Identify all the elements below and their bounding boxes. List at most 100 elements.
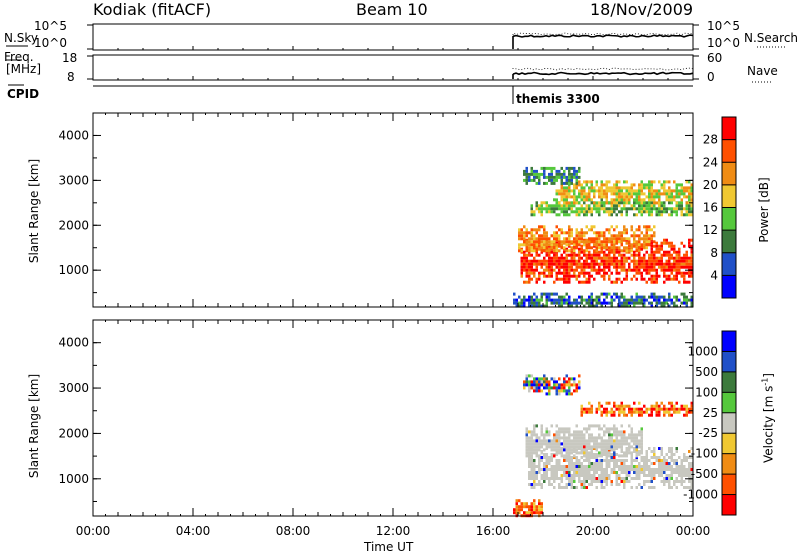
rti-cell [525, 445, 528, 449]
rti-cell [560, 486, 563, 489]
rti-cell [540, 225, 543, 229]
rti-cell [528, 471, 531, 474]
rti-cell [635, 240, 638, 244]
rti-cell [650, 183, 653, 187]
rti-cell [560, 259, 563, 263]
rti-cell [530, 456, 533, 459]
rti-cell [558, 436, 561, 440]
rti-cell [613, 256, 616, 260]
rti-cell [620, 430, 623, 434]
rti-cell [553, 474, 556, 477]
rti-cell [573, 383, 576, 387]
rti-cell [560, 189, 563, 193]
rti-cell [613, 201, 616, 205]
rti-cell [600, 198, 603, 202]
rti-cell [558, 259, 561, 263]
rti-cell [568, 277, 571, 281]
rti-cell [658, 210, 661, 214]
rti-cell [608, 430, 611, 434]
rti-cell [648, 225, 651, 229]
rti-cell [590, 468, 593, 471]
rti-cell [615, 462, 618, 465]
rti-cell [658, 250, 661, 254]
rti-cell [533, 480, 536, 483]
rti-cell [530, 433, 533, 437]
rti-cell [675, 465, 678, 468]
rti-cell [620, 256, 623, 260]
rti-cell [560, 231, 563, 235]
rti-cell [523, 386, 526, 390]
rti-cell [650, 186, 653, 190]
rti-cell [610, 256, 613, 260]
rti-cell [615, 204, 618, 208]
rti-cell [638, 243, 641, 247]
rti-cell [605, 456, 608, 459]
rti-cell [540, 511, 543, 515]
rti-cell [670, 271, 673, 275]
rti-cell [605, 240, 608, 244]
rti-cell [668, 189, 671, 193]
rti-cell [540, 207, 543, 211]
rti-cell [560, 192, 563, 196]
rti-cell [573, 201, 576, 205]
rti-cell [675, 447, 678, 450]
rti-cell [590, 198, 593, 202]
rti-cell [608, 237, 611, 241]
rti-cell [533, 499, 536, 503]
rti-cell [550, 448, 553, 452]
rti-cell [638, 198, 641, 202]
rti-cell [598, 427, 601, 431]
rti-cell [550, 471, 553, 474]
rti-cell [643, 240, 646, 244]
rti-cell [615, 189, 618, 193]
rti-cell [563, 389, 566, 393]
rti-cell [525, 240, 528, 244]
rti-cell [680, 404, 683, 408]
rti-cell [580, 483, 583, 486]
rti-cell [528, 298, 531, 302]
rti-cell [663, 207, 666, 211]
rti-cell [535, 511, 538, 515]
rti-cell [690, 295, 693, 299]
rti-cell [525, 166, 528, 170]
rti-cell [558, 175, 561, 179]
rti-cell [535, 201, 538, 205]
rti-cell [603, 471, 606, 474]
rti-cell [563, 454, 566, 458]
rti-cell [528, 301, 531, 305]
rti-cell [550, 298, 553, 302]
rti-cell [625, 237, 628, 241]
rti-cell [663, 468, 666, 471]
rti-cell [538, 271, 541, 275]
rti-cell [603, 433, 606, 437]
rti-cell [585, 271, 588, 275]
rti-cell [688, 298, 691, 302]
x-tick-label: 08:00 [276, 524, 311, 538]
rti-cell [620, 237, 623, 241]
rti-cell [518, 231, 521, 235]
rti-cell [545, 445, 548, 449]
rti-cell [658, 468, 661, 471]
rti-cell [525, 228, 528, 232]
rti-cell [683, 471, 686, 474]
rti-cell [530, 178, 533, 182]
rti-cell [603, 271, 606, 275]
rti-cell [535, 249, 538, 253]
rti-cell [598, 186, 601, 190]
rti-cell [558, 192, 561, 196]
rti-cell [685, 262, 688, 266]
rti-cell [683, 265, 686, 269]
rti-cell [603, 259, 606, 263]
rti-cell [640, 471, 643, 474]
rti-cell [523, 304, 526, 308]
rti-cell [678, 253, 681, 257]
rti-cell [688, 265, 691, 269]
rti-cell [650, 486, 653, 489]
rti-cell [535, 204, 538, 208]
rti-cell [608, 210, 611, 214]
rti-cell [588, 462, 591, 465]
rti-cell [555, 386, 558, 390]
rti-cell [608, 462, 611, 465]
rti-cell [675, 210, 678, 214]
rti-cell [588, 280, 591, 284]
